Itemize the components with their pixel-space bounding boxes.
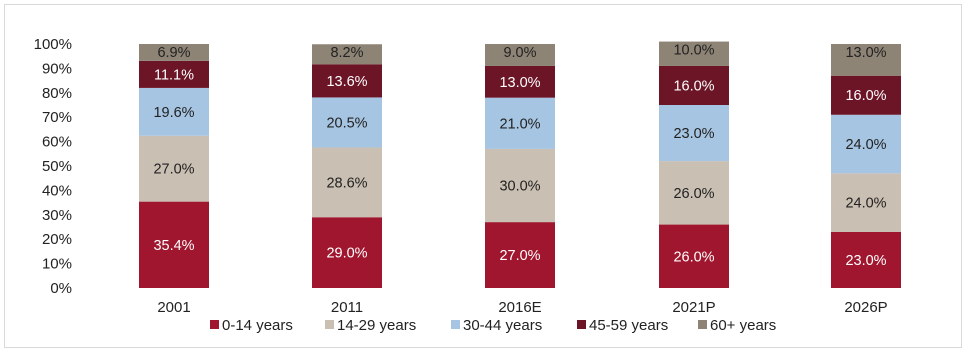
y-tick-label: 60%: [42, 134, 72, 151]
data-label: 19.6%: [153, 105, 194, 121]
data-label: 9.0%: [503, 45, 536, 61]
bar-segment: [312, 44, 382, 65]
legend-swatch: [325, 320, 334, 329]
bar-segment: [831, 231, 901, 288]
data-label: 20.5%: [326, 115, 367, 131]
bar-segment: [139, 135, 209, 202]
bar-segment: [312, 97, 382, 148]
bar-segment: [485, 148, 555, 223]
x-tick-label: 2001: [157, 299, 190, 316]
data-label: 35.4%: [153, 238, 194, 254]
bar-segment: [831, 44, 901, 76]
data-label: 27.0%: [153, 162, 194, 178]
y-tick-label: 100%: [34, 36, 72, 53]
bar-segment: [485, 65, 555, 98]
bar-segment: [485, 222, 555, 288]
data-label: 29.0%: [326, 246, 367, 262]
legend-label: 45-59 years: [589, 317, 668, 334]
x-tick-label: 2016E: [498, 299, 541, 316]
y-tick-label: 90%: [42, 60, 72, 77]
data-label: 13.6%: [326, 74, 367, 90]
bar-segment: [659, 65, 729, 105]
legend-label: 60+ years: [710, 317, 776, 334]
data-label: 21.0%: [499, 116, 540, 132]
bar-segment: [139, 87, 209, 136]
data-label: 26.0%: [673, 186, 714, 202]
data-label: 24.0%: [845, 137, 886, 153]
data-label: 6.9%: [157, 45, 190, 61]
data-label: 11.1%: [154, 67, 194, 83]
data-label: 8.2%: [330, 45, 363, 61]
bar-segment: [485, 97, 555, 149]
bar-segment: [139, 60, 209, 88]
data-label: 23.0%: [673, 126, 714, 142]
legend-swatch: [210, 320, 219, 329]
y-tick-label: 20%: [42, 231, 72, 248]
bar-segment: [312, 217, 382, 288]
bar-segment: [312, 147, 382, 218]
bar-segment: [139, 201, 209, 288]
bar-segment: [659, 161, 729, 225]
bar-segment: [659, 105, 729, 162]
bar-segment: [659, 224, 729, 288]
legend-label: 0-14 years: [222, 317, 293, 334]
data-label: 26.0%: [673, 249, 714, 265]
data-label: 13.0%: [499, 75, 540, 91]
bar-segment: [831, 114, 901, 174]
bar-segment: [485, 44, 555, 66]
bar-segment: [831, 75, 901, 115]
y-tick-label: 0%: [50, 280, 72, 297]
legend: 0-14 years 14-29 years 30-44 years 45-59 ye…: [210, 317, 776, 334]
bar-segment: [139, 44, 209, 61]
data-label: 30.0%: [499, 179, 540, 195]
data-label: 24.0%: [845, 196, 886, 212]
x-axis: 2001 2011 2016E 2021P 2026P: [157, 299, 887, 316]
y-tick-label: 40%: [42, 182, 72, 199]
y-tick-label: 10%: [42, 256, 72, 273]
bar-segment: [659, 41, 729, 66]
bar-segment: [831, 173, 901, 232]
legend-swatch: [698, 320, 707, 329]
data-label: 28.6%: [326, 175, 367, 191]
x-tick-label: 2021P: [672, 299, 715, 316]
data-label: 27.0%: [499, 248, 540, 264]
y-tick-label: 50%: [42, 158, 72, 175]
legend-label: 14-29 years: [337, 317, 416, 334]
data-label: 10.0%: [673, 43, 714, 59]
bar-segment: [312, 64, 382, 98]
legend-swatch: [451, 320, 460, 329]
y-axis: 0% 10% 20% 30% 40% 50% 60% 70% 80% 90% 100%: [34, 36, 72, 297]
bars: 35.4% 27.0% 19.6% 11.1% 6.9% 29.0% 28.6% 20.5% 1…: [139, 41, 901, 288]
data-label: 13.0%: [845, 45, 886, 61]
data-label: 16.0%: [845, 88, 886, 104]
x-tick-label: 2011: [331, 299, 363, 316]
y-tick-label: 80%: [42, 85, 72, 102]
y-tick-label: 30%: [42, 207, 72, 224]
data-label: 16.0%: [673, 78, 714, 94]
y-tick-label: 70%: [42, 109, 72, 126]
legend-label: 30-44 years: [463, 317, 542, 334]
x-tick-label: 2026P: [844, 299, 887, 316]
data-label: 23.0%: [845, 253, 886, 269]
legend-swatch: [577, 320, 586, 329]
